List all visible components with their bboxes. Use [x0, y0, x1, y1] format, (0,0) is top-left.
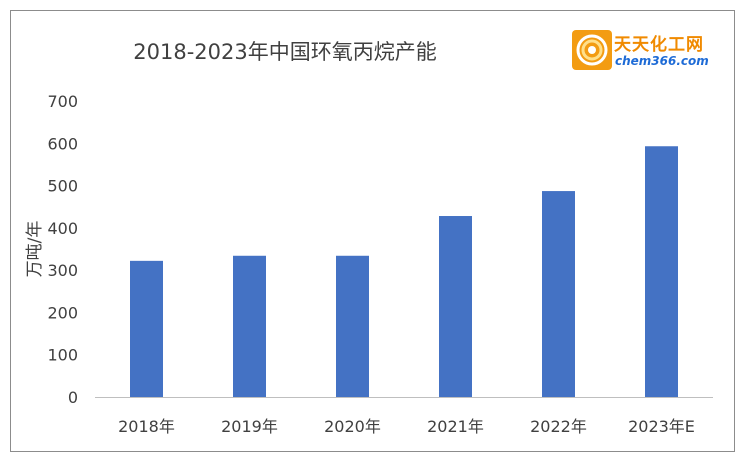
y-tick-label: 400: [47, 219, 78, 238]
y-tick-label: 600: [47, 134, 78, 153]
y-tick-label: 500: [47, 177, 78, 196]
x-tick-label: 2020年: [324, 417, 381, 436]
x-tick-label: 2018年: [118, 417, 175, 436]
logo-url: chem366.com: [615, 54, 709, 68]
y-tick-label: 0: [68, 388, 78, 407]
logo-name: 天天化工网: [614, 35, 704, 55]
y-tick-label: 100: [47, 346, 78, 365]
bar: [130, 260, 163, 397]
x-tick-label: 2021年: [427, 417, 484, 436]
y-tick-label: 300: [47, 261, 78, 280]
y-tick-label: 200: [47, 303, 78, 322]
x-tick-label: 2022年: [530, 417, 587, 436]
chart-title: 2018-2023年中国环氧丙烷产能: [133, 40, 437, 64]
bar: [645, 146, 678, 397]
x-tick-label: 2019年: [221, 417, 278, 436]
bar: [233, 255, 266, 397]
bar: [336, 255, 369, 397]
x-tick-label: 2023年E: [628, 417, 695, 436]
site-logo: 天天化工网 chem366.com: [572, 30, 722, 72]
bar: [542, 191, 575, 397]
y-tick-label: 700: [47, 92, 78, 111]
bar: [439, 216, 472, 397]
logo-mark-icon: [572, 30, 612, 70]
y-axis-label: 万吨/年: [25, 221, 45, 278]
